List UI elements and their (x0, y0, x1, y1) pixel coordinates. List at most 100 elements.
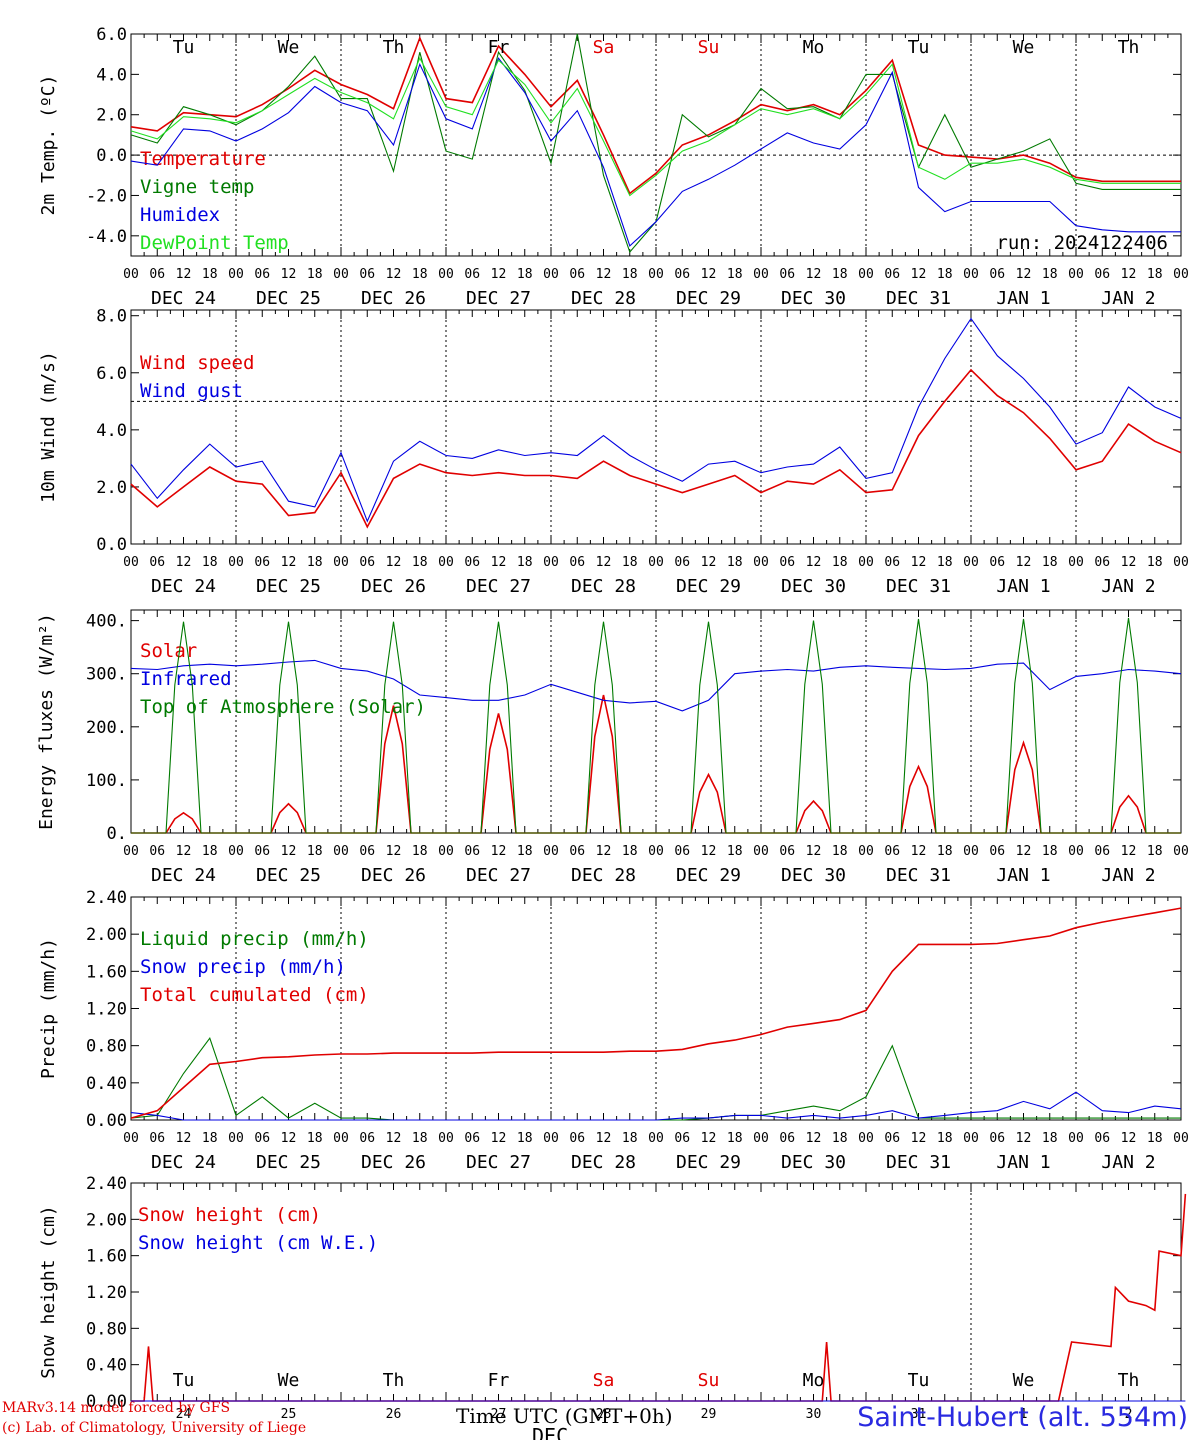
y-tick-label: 0. (107, 824, 127, 844)
hour-label: 18 (1147, 844, 1163, 859)
hour-label: 18 (937, 1131, 953, 1146)
y-tick-label: 8.0 (96, 307, 127, 327)
hour-label: 06 (989, 555, 1005, 570)
hour-label: 06 (1094, 267, 1110, 282)
hour-label: 06 (359, 267, 375, 282)
hour-label: 18 (1042, 844, 1058, 859)
day-name: Th (383, 37, 405, 58)
hour-label: 00 (438, 844, 454, 859)
hour-label: 12 (1121, 844, 1137, 859)
hour-label: 12 (386, 1131, 402, 1146)
legend-entry: Snow height (cm) (138, 1204, 321, 1226)
series-line (130, 317, 1182, 523)
run-label: run: 2024122406 (996, 232, 1168, 254)
date-label: DEC 24 (151, 288, 216, 309)
hour-label: 12 (176, 555, 192, 570)
hour-label: 06 (149, 267, 165, 282)
day-name: Fr (488, 1370, 510, 1391)
hour-label: 12 (596, 844, 612, 859)
hour-label: 12 (806, 555, 822, 570)
series-line (131, 1193, 1187, 1402)
hour-label: 18 (517, 1131, 533, 1146)
date-label: DEC 24 (151, 865, 216, 886)
y-tick-label: 2.00 (86, 1210, 127, 1230)
y-axis-label: Precip (mm/h) (38, 938, 59, 1079)
hour-label: 18 (1042, 555, 1058, 570)
hour-label: 06 (464, 844, 480, 859)
day-name: Sa (593, 1370, 615, 1391)
hour-label: 12 (701, 267, 717, 282)
date-label: DEC 30 (781, 576, 846, 597)
day-name: Th (383, 1370, 405, 1391)
date-label: DEC 26 (361, 865, 426, 886)
hour-label: 12 (911, 555, 927, 570)
hour-label: 18 (727, 844, 743, 859)
hour-label: 00 (123, 555, 139, 570)
hour-label: 00 (1173, 555, 1189, 570)
hour-label: 12 (1121, 555, 1137, 570)
hour-label: 18 (412, 555, 428, 570)
hour-label: 12 (281, 844, 297, 859)
hour-label: 12 (1016, 267, 1032, 282)
hour-label: 00 (963, 844, 979, 859)
day-name: Tu (908, 37, 930, 58)
date-label: DEC 27 (466, 576, 531, 597)
hour-label: 18 (307, 555, 323, 570)
panel-2: 0.0 2.0 4.0 6.0 8.0 10m Wind (m/s) Wind speed W… (38, 307, 1189, 597)
hour-label: 18 (832, 555, 848, 570)
hour-label: 00 (1068, 267, 1084, 282)
hour-label: 06 (149, 844, 165, 859)
date-label: DEC 29 (676, 576, 741, 597)
hour-label: 00 (753, 1131, 769, 1146)
hour-label: 12 (596, 555, 612, 570)
y-tick-label: 0.80 (86, 1319, 127, 1339)
hour-label: 00 (648, 555, 664, 570)
legend-entry: Humidex (140, 204, 220, 226)
y-tick-label: 2.00 (86, 925, 127, 945)
y-tick-label: 1.20 (86, 1000, 127, 1020)
hour-label: 18 (832, 267, 848, 282)
hour-label: 18 (1042, 1131, 1058, 1146)
date-label: DEC 25 (256, 865, 321, 886)
day-name: Fr (488, 37, 510, 58)
day-name: Tu (173, 37, 195, 58)
hour-label: 06 (674, 844, 690, 859)
hour-label: 00 (648, 844, 664, 859)
hour-label: 18 (622, 1131, 638, 1146)
hour-label: 06 (884, 844, 900, 859)
hour-label: 06 (149, 555, 165, 570)
y-tick-label: 2.0 (96, 106, 127, 126)
legend-entry: Top of Atmosphere (Solar) (140, 696, 426, 718)
hour-label: 00 (858, 844, 874, 859)
y-tick-label: 100. (86, 771, 127, 791)
date-label: DEC 25 (256, 288, 321, 309)
hour-label: 06 (674, 267, 690, 282)
hour-label: 06 (674, 1131, 690, 1146)
hour-label: 18 (727, 267, 743, 282)
date-label: DEC 29 (676, 1152, 741, 1173)
hour-label: 12 (281, 555, 297, 570)
hour-label: 12 (596, 267, 612, 282)
day-number: 31 (911, 1407, 927, 1422)
date-label: DEC 28 (571, 288, 636, 309)
day-number: 1 (1020, 1407, 1028, 1422)
hour-label: 06 (464, 555, 480, 570)
legend-entry: Snow height (cm W.E.) (138, 1232, 378, 1254)
panel-3: 0. 100. 200. 300. 400. Energy fluxes (W/m²) So… (36, 609, 1189, 886)
hour-label: 00 (333, 1131, 349, 1146)
hour-label: 06 (674, 555, 690, 570)
hour-label: 06 (149, 1131, 165, 1146)
hour-label: 12 (911, 1131, 927, 1146)
lab-credit: (c) Lab. of Climatology, University of L… (2, 1420, 307, 1436)
hour-label: 12 (491, 267, 507, 282)
date-label: DEC 29 (676, 865, 741, 886)
day-number: 29 (701, 1407, 717, 1422)
hour-label: 18 (832, 1131, 848, 1146)
hour-label: 06 (779, 844, 795, 859)
hour-label: 00 (1173, 1131, 1189, 1146)
hour-label: 00 (333, 267, 349, 282)
y-tick-label: 0.00 (86, 1392, 127, 1412)
hour-label: 12 (596, 1131, 612, 1146)
day-name: Th (1118, 1370, 1140, 1391)
hour-label: 12 (806, 267, 822, 282)
